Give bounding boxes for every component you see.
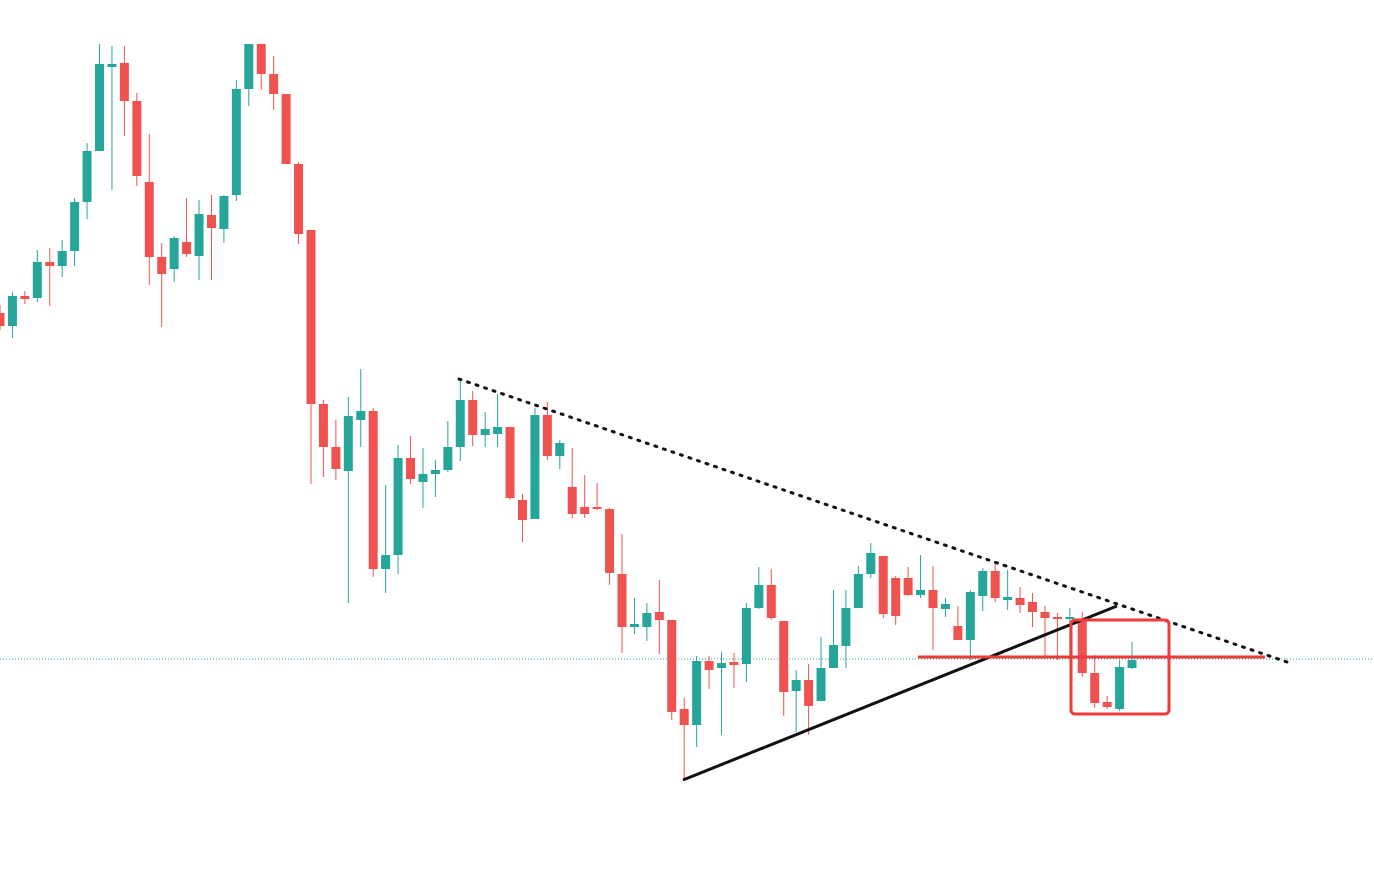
candle-body — [194, 214, 204, 256]
candle-body — [70, 202, 80, 251]
candle-body — [20, 296, 30, 299]
candle-body — [169, 238, 179, 269]
candle-body — [393, 458, 403, 555]
candle-body — [381, 555, 391, 569]
candle-body — [654, 612, 664, 620]
candle-body — [1102, 702, 1112, 707]
candle-body — [1028, 602, 1038, 612]
candle-body — [741, 608, 751, 664]
candle-body — [331, 447, 341, 469]
candle-body — [629, 624, 639, 627]
candle-body — [1040, 612, 1050, 618]
candle-body — [343, 416, 353, 471]
candle-body — [45, 262, 55, 266]
candle-body — [1003, 597, 1013, 600]
candle-body — [231, 89, 241, 195]
candle-body — [256, 44, 266, 74]
candle-body — [617, 574, 627, 627]
candle-body — [841, 608, 851, 646]
candle-body — [480, 429, 490, 435]
support-trendline — [682, 604, 1118, 782]
candle-body — [754, 585, 764, 608]
candle-body — [853, 574, 863, 608]
candle-body — [828, 645, 838, 668]
candle-body — [455, 400, 465, 447]
candle-body — [443, 447, 453, 470]
candle-body — [493, 427, 503, 434]
candle-body — [667, 620, 677, 712]
candle-body — [517, 500, 527, 520]
candle-body — [269, 74, 279, 94]
candle-body — [1015, 598, 1025, 605]
candle-body — [107, 64, 117, 67]
candle-body — [779, 621, 789, 692]
candle-body — [1090, 673, 1100, 703]
candle-body — [878, 556, 888, 614]
candle-body — [206, 215, 216, 228]
candle-body — [704, 661, 714, 670]
candle-body — [95, 64, 105, 151]
resistance-trendline — [457, 377, 1289, 664]
candle-body — [294, 164, 304, 234]
candle-body — [978, 571, 988, 596]
candle-body — [891, 578, 901, 616]
candle-body — [717, 663, 727, 668]
candle-body — [1127, 660, 1137, 668]
candle-body — [928, 590, 938, 608]
candle-body — [182, 242, 192, 254]
candle-body — [916, 590, 926, 595]
candle-body — [542, 415, 552, 456]
candle-body — [119, 63, 129, 101]
candle-body — [766, 585, 776, 618]
candle-body — [530, 415, 540, 519]
candle-body — [368, 411, 378, 569]
candles — [0, 44, 1137, 779]
candle-body — [468, 400, 478, 435]
candle-body — [430, 470, 440, 474]
candle-body — [990, 571, 1000, 598]
candle-body — [940, 604, 950, 609]
candle-body — [306, 230, 316, 404]
candle-body — [605, 509, 615, 573]
candle-body — [642, 613, 652, 627]
candle-body — [1052, 617, 1062, 619]
candle-body — [406, 458, 416, 479]
candle-body — [82, 151, 92, 202]
candle-body — [866, 553, 876, 574]
candle-body — [692, 661, 702, 725]
candle-body — [281, 94, 291, 164]
candle-body — [7, 296, 17, 326]
candle-body — [791, 680, 801, 691]
candle-body — [555, 443, 565, 456]
candle-body — [580, 507, 590, 514]
candle-body — [679, 709, 689, 725]
candle-body — [132, 101, 142, 176]
candle-body — [0, 313, 5, 326]
candle-body — [965, 592, 975, 640]
candle-body — [57, 251, 67, 266]
candle-body — [816, 668, 826, 701]
candle-body — [804, 680, 814, 706]
candle-body — [32, 262, 42, 298]
candle-body — [592, 507, 602, 509]
candle-body — [1077, 619, 1087, 673]
candle-body — [157, 257, 167, 274]
candle-body — [505, 427, 515, 498]
candle-body — [953, 626, 963, 640]
candle-body — [244, 44, 254, 89]
candle-body — [144, 182, 154, 257]
candle-body — [1115, 667, 1125, 709]
candle-body — [729, 662, 739, 665]
highlight-box — [1069, 618, 1171, 716]
candle-body — [356, 411, 366, 420]
candle-body — [567, 487, 577, 514]
candle-body — [219, 196, 229, 229]
candle-body — [418, 474, 428, 482]
candle-body — [318, 404, 328, 447]
candle-body — [1065, 617, 1075, 619]
candle-body — [903, 578, 913, 595]
